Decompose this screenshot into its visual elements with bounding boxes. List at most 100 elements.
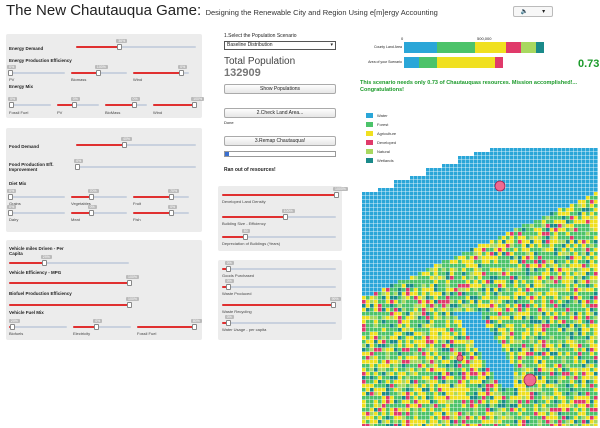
waste-produced-slider[interactable]: 0% (222, 279, 336, 290)
efficiency-biomass-slider[interactable]: 100% (71, 65, 127, 76)
efficiency-wind-slider-handle[interactable] (179, 70, 185, 76)
resource-ratio-value: 0.73 (578, 58, 600, 70)
land-use-map[interactable] (362, 148, 598, 426)
diet-fruit-slider-handle[interactable] (169, 194, 175, 200)
waste-recycling-slider-handle[interactable] (330, 302, 336, 308)
legend-item-developed: Developed (366, 140, 396, 145)
energy-demand-slider-value: 36% (116, 39, 128, 43)
waste-produced-label: Waste Produced (222, 291, 252, 296)
fuel-electricity-slider[interactable]: 0% (73, 319, 131, 330)
remap-button[interactable]: 3.Remap Chautauqua! (224, 136, 336, 146)
biofuel-efficiency-slider-handle[interactable] (127, 302, 132, 308)
water-usage-slider[interactable]: 0% (222, 315, 336, 326)
food-efficiency-slider[interactable]: 0% (74, 159, 196, 170)
diet-meat-slider[interactable]: 0% (71, 205, 127, 216)
fuel-fossil-fuel-slider-handle[interactable] (191, 324, 197, 330)
mix-biomass-slider[interactable]: 0% (105, 97, 147, 108)
mix-fossil-fuel-slider[interactable]: 0% (8, 97, 51, 108)
mix-pv-slider[interactable]: 0% (57, 97, 99, 108)
diet-fruit-slider[interactable]: 70% (133, 189, 189, 200)
fuel-biofuels-slider-handle[interactable] (9, 324, 15, 330)
diet-dairy-slider-handle[interactable] (8, 210, 14, 216)
bar-axis-tick: 0 (401, 36, 404, 41)
depreciation-slider[interactable]: 50 (222, 229, 336, 240)
vehicle-mpg-slider-handle[interactable] (127, 280, 132, 286)
vehicle-miles-slider-handle[interactable] (41, 260, 47, 266)
diet-meat-slider-handle[interactable] (88, 210, 94, 216)
vehicle-mpg-slider[interactable]: 100% (9, 275, 139, 286)
land-density-slider-fill (222, 194, 336, 196)
mix-wind-slider-handle[interactable] (192, 102, 198, 108)
building-efficiency-slider-handle[interactable] (282, 214, 288, 220)
vehicle-miles-slider-fill (9, 262, 44, 264)
biofuel-efficiency-slider-value: 100% (126, 297, 139, 301)
efficiency-wind-slider[interactable]: 0% (133, 65, 189, 76)
map-cells (362, 148, 598, 426)
legend-label: Forest (377, 122, 389, 127)
mix-wind-slider[interactable]: 100% (153, 97, 205, 108)
food-demand-slider-handle[interactable] (122, 142, 127, 148)
mix-fossil-fuel-slider-handle[interactable] (9, 102, 15, 108)
legend-swatch (366, 158, 373, 163)
waste-recycling-slider[interactable]: 99% (222, 297, 341, 308)
depreciation-slider-value: 50 (241, 229, 250, 233)
legend-label: Agriculture (377, 131, 397, 136)
bar-segment-water (404, 42, 438, 53)
water-usage-slider-value: 0% (224, 315, 234, 319)
energy-demand-slider-handle[interactable] (117, 44, 123, 50)
diet-dairy-slider[interactable]: 0% (7, 205, 65, 216)
water-usage-slider-handle[interactable] (225, 320, 231, 326)
fuel-fossil-fuel-slider[interactable]: 80% (137, 319, 202, 330)
efficiency-wind-slider-value: 0% (178, 65, 188, 69)
goods-purchased-slider-handle[interactable] (225, 266, 231, 272)
bar-segment-agriculture (475, 42, 506, 53)
city-marker[interactable] (494, 180, 506, 192)
land-density-slider-handle[interactable] (334, 192, 339, 198)
efficiency-pv-slider[interactable]: 0% (7, 65, 65, 76)
efficiency-biomass-label: Biomass (71, 77, 87, 82)
diet-fish-slider[interactable]: 0% (133, 205, 189, 216)
mix-pv-slider-handle[interactable] (71, 102, 77, 108)
fuel-electricity-slider-handle[interactable] (94, 324, 100, 330)
depreciation-slider-handle[interactable] (242, 234, 248, 240)
efficiency-pv-slider-handle[interactable] (8, 70, 14, 76)
population-scenario-select[interactable]: Baseline Distribution ▾ (224, 41, 336, 50)
remap-progress-bar (224, 151, 336, 157)
check-land-area-button[interactable]: 2.Check Land Area... (224, 108, 336, 118)
city-marker[interactable] (523, 373, 537, 387)
speaker-icon: 🔈 (520, 9, 529, 15)
sound-dropdown[interactable]: 🔈 ▾ (513, 6, 553, 17)
food-demand-slider[interactable]: 40% (76, 137, 196, 148)
building-efficiency-slider[interactable]: 100% (222, 209, 336, 220)
efficiency-biomass-slider-handle[interactable] (95, 70, 101, 76)
efficiency-wind-label: Wind (133, 77, 143, 82)
depreciation-slider-fill (222, 236, 245, 238)
mix-biomass-slider-handle[interactable] (131, 102, 137, 108)
waste-produced-slider-handle[interactable] (225, 284, 231, 290)
fuel-biofuels-slider[interactable]: 20% (8, 319, 67, 330)
energy-demand-slider[interactable]: 36% (76, 39, 196, 50)
show-populations-button[interactable]: Show Populations (224, 84, 336, 94)
diet-grains-slider-handle[interactable] (8, 194, 14, 200)
diet-fish-slider-handle[interactable] (169, 210, 175, 216)
city-marker[interactable] (456, 354, 464, 362)
land-density-slider[interactable]: 1000% (222, 187, 348, 198)
vehicle-miles-slider[interactable]: 29% (9, 255, 129, 266)
goods-purchased-slider[interactable]: 0% (222, 261, 336, 272)
waste-recycling-slider-value: 99% (329, 297, 341, 301)
biofuel-efficiency-slider[interactable]: 100% (9, 297, 139, 308)
legend-label: Water (377, 113, 388, 118)
diet-grains-slider[interactable]: 0% (7, 189, 65, 200)
mix-wind-label: Wind (153, 110, 163, 115)
biofuel-efficiency-slider-fill (9, 304, 129, 306)
waste-produced-slider-fill (222, 286, 228, 288)
fuel-biofuels-slider-value: 20% (8, 319, 20, 323)
fuel-biofuels-label: Biofuels (9, 331, 24, 336)
bar-segment-natural (521, 42, 537, 53)
biofuel-efficiency-label: Biofuel Production Efficiency (9, 291, 72, 296)
diet-vegetables-slider-handle[interactable] (88, 194, 94, 200)
food-efficiency-slider-handle[interactable] (75, 164, 81, 170)
diet-vegetables-slider[interactable]: 70% (71, 189, 127, 200)
mix-pv-slider-value: 0% (70, 97, 80, 101)
fuel-fossil-fuel-slider-fill (137, 326, 194, 328)
